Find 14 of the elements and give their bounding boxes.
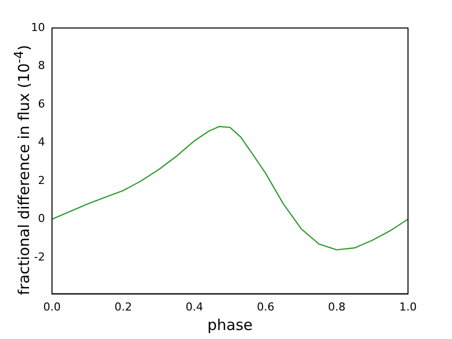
y-tick-label: 6 — [38, 97, 45, 110]
x-tick-label: 1.0 — [399, 300, 417, 314]
x-tick-label: 0.6 — [256, 300, 274, 314]
x-tick-label: 0.8 — [328, 300, 346, 314]
x-tick-label: 0.4 — [186, 300, 204, 314]
y-tick-label: 2 — [38, 174, 45, 187]
x-tick-label: 0.0 — [43, 300, 61, 314]
y-tick-label: 10 — [30, 20, 45, 34]
y-tick-label: 8 — [38, 59, 45, 72]
y-tick-label: 0 — [38, 212, 45, 226]
y-tick-label: -2 — [34, 250, 45, 264]
x-tick-label: 0.2 — [114, 300, 132, 314]
y-tick-label: 4 — [38, 136, 45, 149]
x-axis-title: phase — [207, 316, 253, 334]
